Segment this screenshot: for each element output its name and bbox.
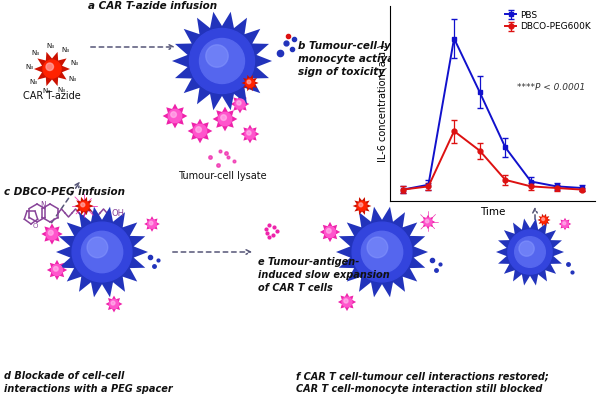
Text: f CAR T cell-tumour cell interactions restored;
CAR T cell-monocyte interaction : f CAR T cell-tumour cell interactions re…	[296, 371, 549, 394]
Circle shape	[358, 201, 367, 211]
Circle shape	[221, 115, 226, 120]
Circle shape	[149, 221, 153, 225]
Circle shape	[49, 230, 53, 235]
Text: N₃: N₃	[70, 60, 78, 66]
Circle shape	[193, 124, 206, 138]
Circle shape	[344, 299, 348, 303]
Polygon shape	[212, 107, 238, 131]
Text: N₃: N₃	[42, 88, 50, 94]
Circle shape	[424, 218, 432, 226]
Text: O: O	[32, 223, 38, 229]
Polygon shape	[421, 215, 435, 229]
Text: g Efficient tumour-cell killing
without inducing severe CRS: g Efficient tumour-cell killing without …	[405, 166, 575, 189]
Text: b Tumour-cell lysis,
monocyte activation,
sign of toxicity: b Tumour-cell lysis, monocyte activation…	[298, 41, 421, 76]
Text: N₃: N₃	[61, 47, 69, 53]
Circle shape	[352, 222, 412, 282]
Polygon shape	[163, 103, 187, 128]
Text: a CAR T-azide infusion: a CAR T-azide infusion	[88, 1, 217, 11]
Polygon shape	[41, 223, 62, 245]
Text: e Tumour-antigen-
induced slow expansion
of CAR T cells: e Tumour-antigen- induced slow expansion…	[258, 257, 390, 292]
Polygon shape	[353, 197, 371, 215]
Circle shape	[245, 129, 255, 139]
Circle shape	[43, 60, 61, 78]
X-axis label: Time: Time	[480, 207, 505, 216]
Circle shape	[46, 228, 58, 240]
Circle shape	[519, 241, 534, 256]
Polygon shape	[34, 52, 70, 86]
Text: OH: OH	[111, 209, 124, 218]
Text: d Blockade of cell-cell
interactions with a PEG spacer: d Blockade of cell-cell interactions wit…	[4, 371, 173, 394]
Polygon shape	[559, 218, 571, 230]
Text: N₃: N₃	[46, 43, 54, 49]
Circle shape	[148, 220, 156, 228]
Circle shape	[218, 112, 232, 126]
Circle shape	[325, 227, 335, 238]
Circle shape	[206, 45, 228, 67]
Polygon shape	[47, 260, 67, 280]
Polygon shape	[56, 207, 148, 297]
Polygon shape	[241, 75, 259, 91]
Text: N: N	[40, 202, 46, 211]
Circle shape	[367, 237, 388, 258]
Circle shape	[342, 297, 352, 307]
Text: c DBCO-PEG infusion: c DBCO-PEG infusion	[4, 187, 125, 197]
Circle shape	[245, 79, 254, 87]
Circle shape	[235, 99, 245, 109]
Circle shape	[542, 218, 545, 220]
Circle shape	[196, 127, 202, 133]
Circle shape	[87, 237, 108, 258]
Circle shape	[247, 131, 251, 135]
Circle shape	[361, 231, 403, 273]
Text: N₃: N₃	[29, 79, 37, 85]
Circle shape	[326, 229, 331, 233]
Circle shape	[247, 80, 251, 84]
Circle shape	[72, 222, 132, 282]
Polygon shape	[336, 207, 428, 297]
Text: n: n	[80, 204, 84, 210]
Circle shape	[190, 29, 254, 94]
Text: N₃: N₃	[32, 50, 40, 56]
Circle shape	[541, 217, 547, 223]
Text: ****P < 0.0001: ****P < 0.0001	[517, 83, 586, 92]
Y-axis label: IL-6 concentration (a.u.): IL-6 concentration (a.u.)	[377, 45, 387, 162]
Polygon shape	[74, 197, 94, 215]
Text: Tumour-cell lysate: Tumour-cell lysate	[178, 171, 266, 181]
Circle shape	[237, 101, 241, 105]
Polygon shape	[106, 296, 122, 312]
Circle shape	[81, 203, 85, 207]
Polygon shape	[320, 222, 340, 242]
Polygon shape	[241, 125, 259, 144]
Polygon shape	[144, 216, 160, 232]
Circle shape	[562, 220, 568, 227]
Circle shape	[169, 109, 182, 123]
Circle shape	[82, 231, 123, 273]
Circle shape	[171, 112, 176, 117]
Circle shape	[199, 38, 245, 83]
Circle shape	[46, 63, 53, 70]
Circle shape	[109, 299, 119, 308]
Polygon shape	[172, 12, 272, 110]
Circle shape	[53, 267, 58, 271]
Polygon shape	[538, 214, 551, 226]
Polygon shape	[230, 94, 250, 113]
Text: N₃: N₃	[25, 64, 33, 70]
Text: CAR T-azide: CAR T-azide	[23, 91, 81, 101]
Circle shape	[508, 230, 552, 274]
Circle shape	[563, 222, 566, 225]
Circle shape	[515, 237, 545, 267]
Text: N₃: N₃	[58, 87, 66, 93]
Circle shape	[111, 301, 115, 305]
Polygon shape	[496, 218, 564, 285]
Circle shape	[359, 203, 363, 207]
Circle shape	[425, 220, 429, 223]
Circle shape	[79, 201, 89, 211]
Circle shape	[52, 265, 62, 275]
Legend: PBS, DBCO-PEG600K: PBS, DBCO-PEG600K	[505, 11, 590, 31]
Polygon shape	[338, 293, 356, 311]
Text: N₃: N₃	[69, 76, 77, 82]
Polygon shape	[188, 119, 212, 143]
